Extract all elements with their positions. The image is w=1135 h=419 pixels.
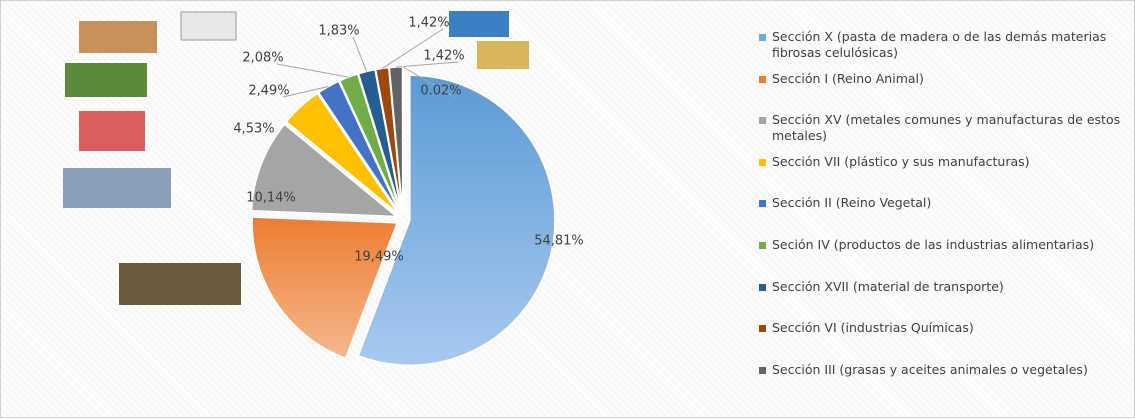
legend-label: Sección XV (metales comunes y manufactur… <box>772 112 1134 144</box>
legend-entry: Sección X (pasta de madera o de las demá… <box>749 29 1134 71</box>
legend-swatch <box>759 242 766 249</box>
data-label: 1,83% <box>318 24 359 39</box>
legend-swatch <box>759 76 766 83</box>
data-label: 1,42% <box>408 16 449 31</box>
legend-entry: Sección I (Reino Animal) <box>749 71 1134 113</box>
legend-label: Sección II (Reino Vegetal) <box>772 195 931 211</box>
data-label: 54,81% <box>534 234 584 249</box>
data-label: 0.02% <box>420 84 461 99</box>
legend-label: Sección VI (industrias Químicas) <box>772 320 974 336</box>
leader-line <box>353 37 367 71</box>
legend-label: Sección III (grasas y aceites animales o… <box>772 362 1088 378</box>
legend-entry: Sección VII (plástico y sus manufacturas… <box>749 154 1134 196</box>
data-label: 4,53% <box>233 122 274 137</box>
legend-swatch <box>759 117 766 124</box>
data-label: 19,49% <box>354 250 404 265</box>
legend-swatch <box>759 284 766 291</box>
legend-swatch <box>759 159 766 166</box>
data-label: 2,49% <box>248 84 289 99</box>
legend-label: Seción IV (productos de las industrias a… <box>772 237 1094 253</box>
data-label: 10,14% <box>246 191 296 206</box>
data-label: 1,42% <box>423 49 464 64</box>
legend-swatch <box>759 367 766 374</box>
legend-label: Sección I (Reino Animal) <box>772 71 924 87</box>
legend-entry: Sección XV (metales comunes y manufactur… <box>749 112 1134 154</box>
leader-line <box>277 64 349 77</box>
legend-swatch <box>759 325 766 332</box>
chart: 54,81% 19,49% 10,14% 4,53% 2,49% 2,08% 1,83% 1,… <box>1 1 746 419</box>
legend-label: Sección XVII (material de transporte) <box>772 279 1004 295</box>
legend-entry: Sección VI (industrias Químicas) <box>749 320 1134 362</box>
legend-label: Sección VII (plástico y sus manufacturas… <box>772 154 1030 170</box>
legend-swatch <box>759 34 766 41</box>
legend-entry: Sección XVII (material de transporte) <box>749 279 1134 321</box>
legend-entry: Seción IV (productos de las industrias a… <box>749 237 1134 279</box>
data-label: 2,08% <box>242 51 283 66</box>
legend-entry: Sección III (grasas y aceites animales o… <box>749 362 1134 404</box>
legend-swatch <box>759 200 766 207</box>
legend: Sección X (pasta de madera o de las demá… <box>749 29 1134 403</box>
legend-label: Sección X (pasta de madera o de las demá… <box>772 29 1134 61</box>
legend-entry: Sección II (Reino Vegetal) <box>749 195 1134 237</box>
